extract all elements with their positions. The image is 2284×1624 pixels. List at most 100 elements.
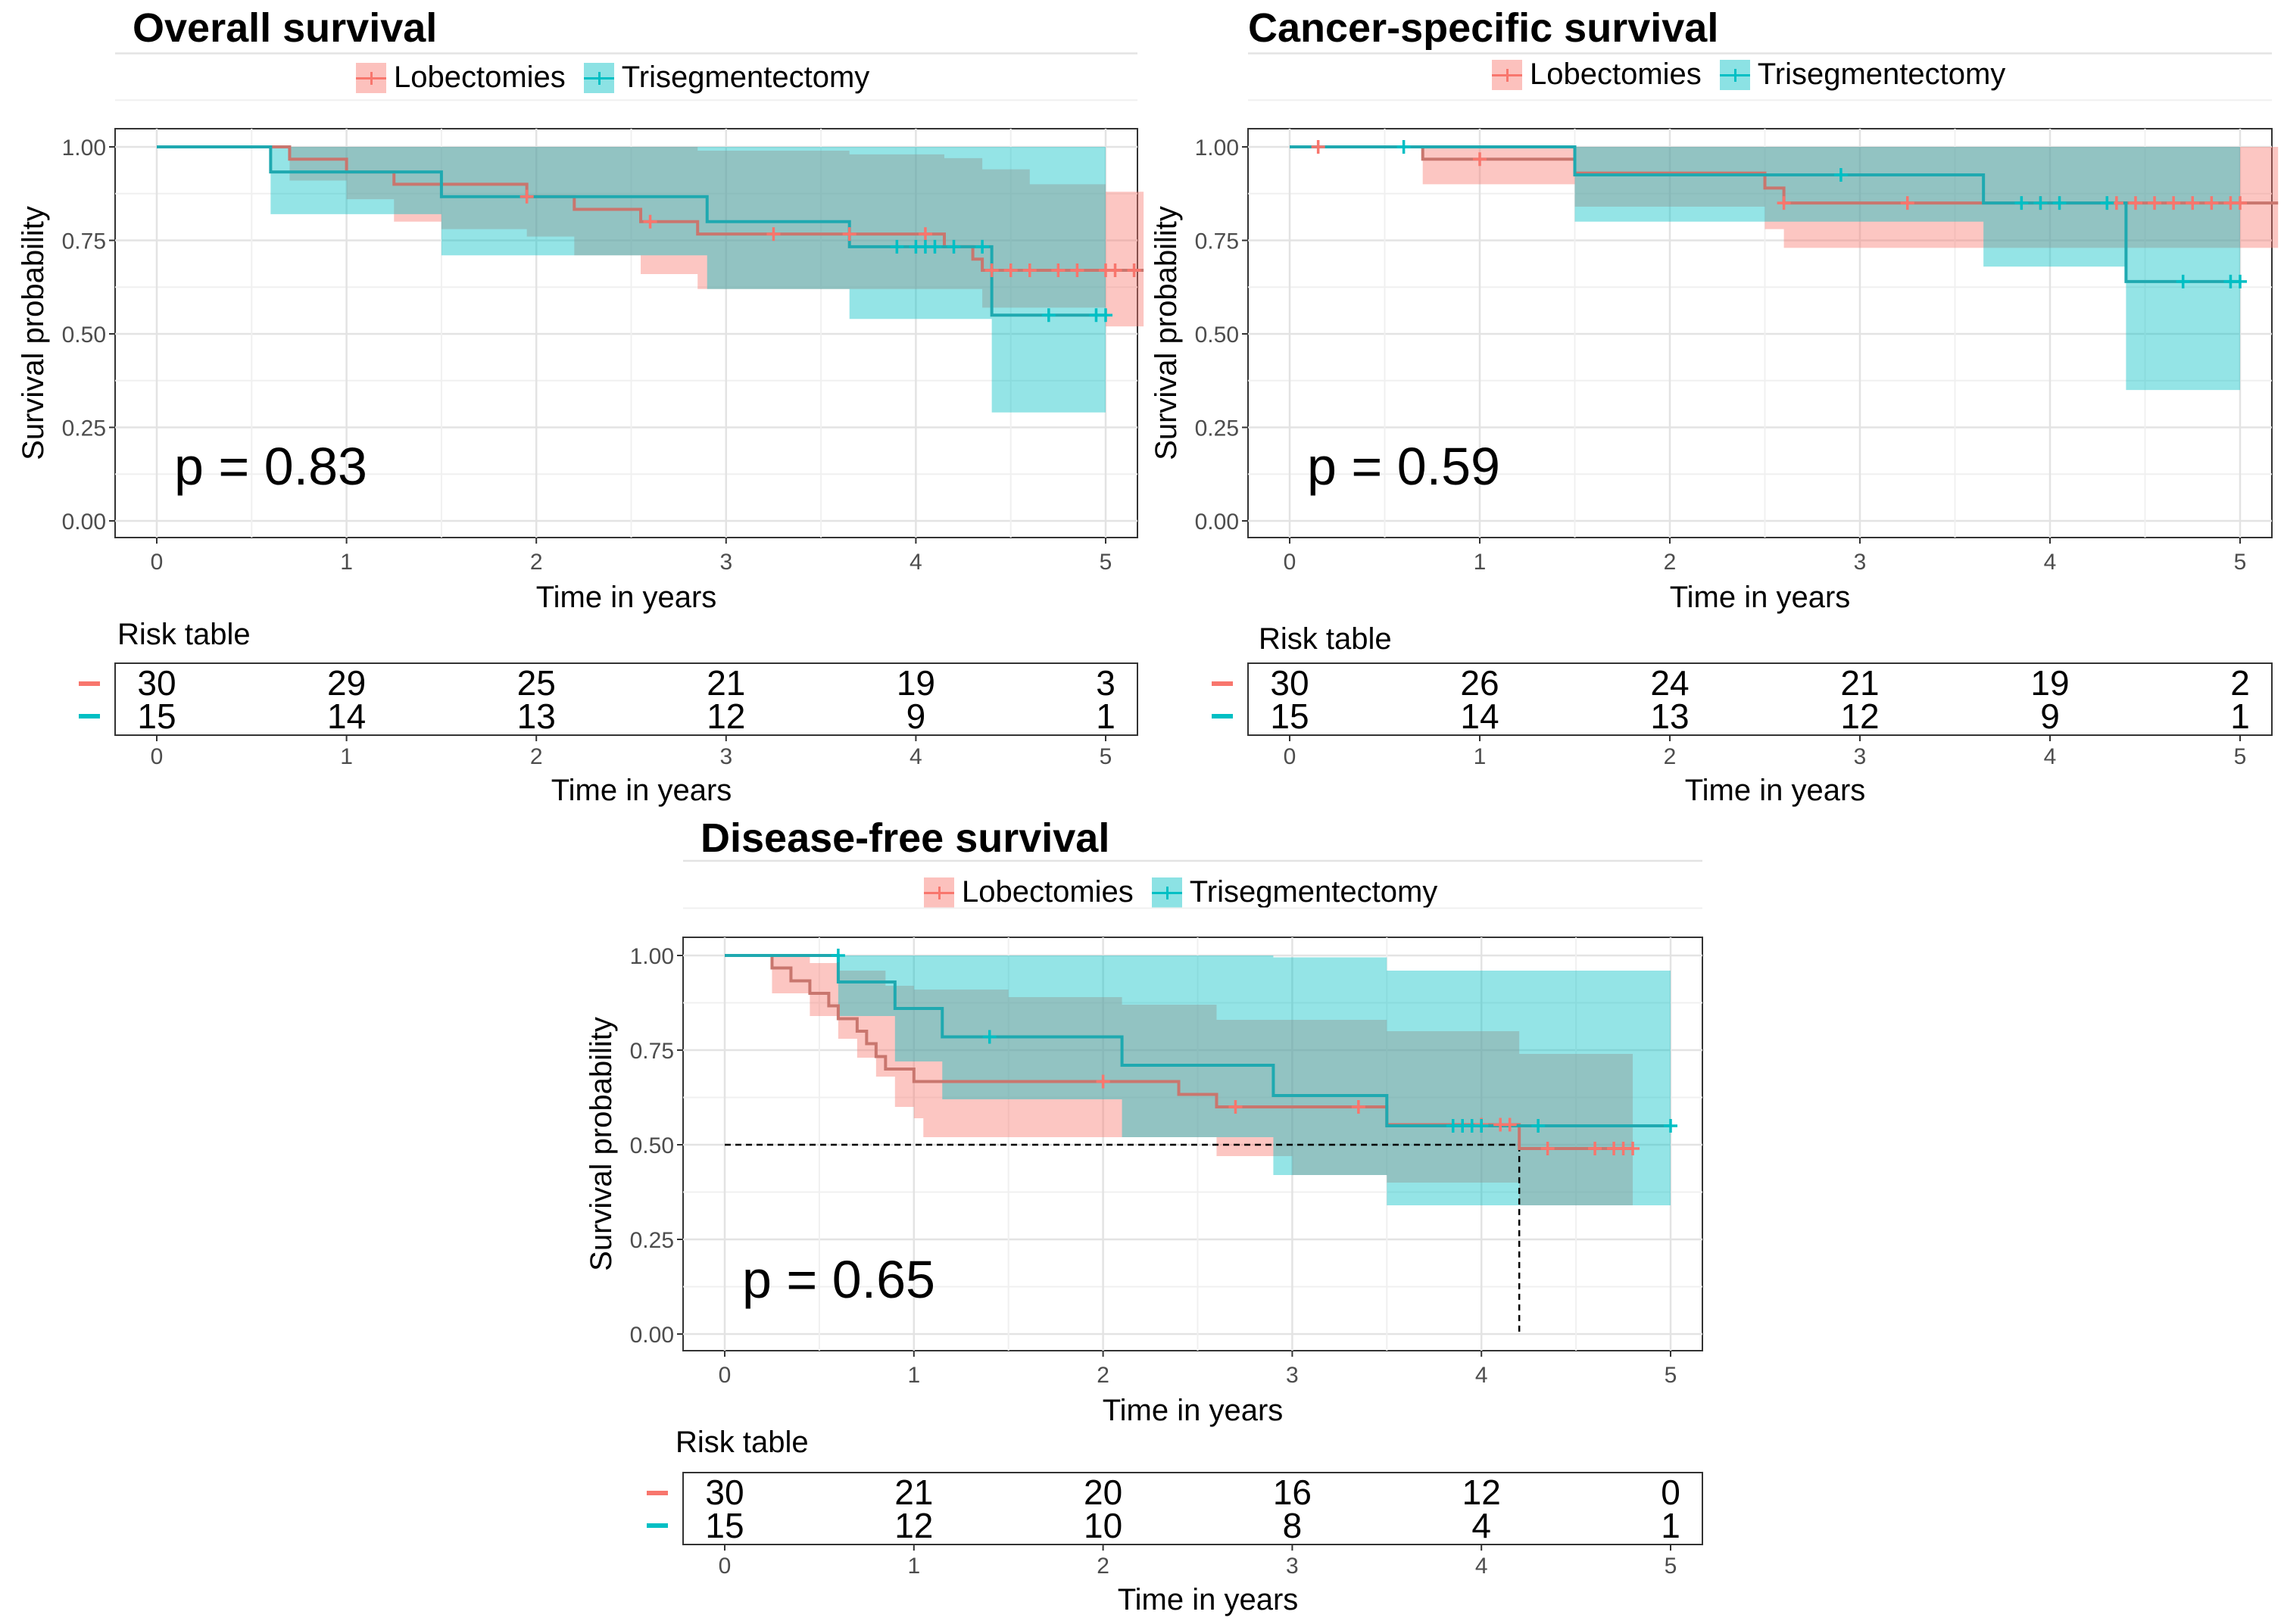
risk-table-frame	[682, 1472, 1703, 1545]
x-tick-label: 3	[1286, 1363, 1299, 1388]
risk-x-tick-label: 2	[1097, 1554, 1109, 1579]
cancer-specific-survival-panel: Cancer-specific survival Lobectomies Tri…	[1136, 0, 2279, 810]
risk-count-trisegmentectomy: 8	[1283, 1506, 1303, 1545]
risk-count-lobectomies: 21	[707, 663, 745, 703]
y-tick-label: 1.00	[62, 136, 106, 161]
risk-count-lobectomies: 0	[1661, 1473, 1680, 1512]
y-tick-label: 0.75	[1195, 229, 1239, 254]
x-tick-label: 5	[2234, 550, 2247, 575]
confidence-band-trisegmentectomy	[1290, 147, 2240, 391]
legend-label-trisegmentectomy: Trisegmentectomy	[621, 61, 870, 94]
risk-count-lobectomies: 25	[517, 663, 556, 703]
risk-count-trisegmentectomy: 12	[1840, 697, 1879, 736]
risk-count-trisegmentectomy: 13	[517, 697, 556, 736]
risk-x-axis-label: Time in years	[1685, 774, 1866, 807]
risk-x-tick-label: 4	[2044, 744, 2057, 769]
risk-count-lobectomies: 12	[1462, 1473, 1501, 1512]
censor-mark	[1502, 1117, 1517, 1132]
risk-table-title: Risk table	[676, 1426, 809, 1459]
censor-mark	[2014, 196, 2029, 210]
p-value: p = 0.65	[742, 1250, 935, 1309]
censor-mark	[1626, 1142, 1640, 1155]
censor-mark	[928, 239, 942, 254]
risk-x-tick-label: 1	[907, 1554, 920, 1579]
legend-item-trisegmentectomy: Trisegmentectomy	[583, 61, 870, 95]
risk-x-tick-label: 0	[719, 1554, 732, 1579]
risk-x-tick-label: 2	[530, 744, 543, 769]
risk-x-tick-label: 3	[1286, 1554, 1299, 1579]
legend-label-trisegmentectomy: Trisegmentectomy	[1189, 875, 1438, 909]
censor-mark	[1473, 152, 1487, 167]
risk-x-tick-label: 2	[1664, 744, 1677, 769]
censor-mark	[831, 949, 845, 962]
censor-mark	[1540, 1142, 1555, 1155]
risk-count-trisegmentectomy: 1	[2230, 697, 2250, 736]
risk-count-lobectomies: 26	[1460, 663, 1499, 703]
x-tick-label: 4	[2044, 550, 2057, 575]
x-tick-label: 2	[1097, 1363, 1109, 1388]
risk-x-tick-label: 4	[910, 744, 922, 769]
censor-mark	[1833, 168, 1848, 182]
risk-row-key-lobectomies	[79, 681, 100, 686]
legend-item-lobectomies: Lobectomies	[924, 875, 1134, 909]
y-tick-label: 0.50	[62, 323, 106, 348]
risk-count-trisegmentectomy: 9	[906, 697, 926, 736]
censor-mark	[2233, 196, 2247, 210]
censor-mark	[1474, 1119, 1489, 1133]
x-tick-label: 5	[1100, 550, 1112, 575]
risk-row-key-lobectomies	[1212, 681, 1233, 686]
y-axis-label: Survival probability	[1150, 206, 1183, 460]
risk-count-lobectomies: 3	[1096, 663, 1115, 703]
x-tick-label: 4	[910, 550, 922, 575]
risk-count-lobectomies: 21	[1840, 663, 1879, 703]
risk-row-key-lobectomies	[647, 1491, 668, 1495]
censor-mark	[1588, 1142, 1602, 1155]
risk-table-frame	[1247, 662, 2273, 736]
x-tick-label: 1	[907, 1363, 920, 1388]
x-tick-label: 1	[1474, 550, 1487, 575]
confidence-band-trisegmentectomy	[157, 147, 1106, 413]
y-tick-label: 0.75	[62, 229, 106, 254]
confidence-band-lobectomies	[157, 147, 1144, 327]
risk-x-axis-label: Time in years	[551, 774, 732, 807]
risk-table-title: Risk table	[1259, 622, 1392, 656]
censor-mark	[1127, 263, 1141, 278]
chart-title: Cancer-specific survival	[1248, 5, 1719, 51]
risk-x-tick-label: 0	[151, 744, 164, 769]
censor-mark	[1003, 263, 1018, 278]
y-tick-label: 0.25	[630, 1228, 674, 1253]
legend-label-trisegmentectomy: Trisegmentectomy	[1757, 58, 2006, 91]
risk-row-key-trisegmentectomy	[1212, 714, 1233, 718]
y-tick-label: 0.25	[62, 416, 106, 441]
risk-count-lobectomies: 21	[894, 1473, 933, 1512]
risk-x-tick-label: 3	[719, 744, 732, 769]
x-axis-label: Time in years	[1103, 1394, 1284, 1427]
y-tick-label: 0.25	[1195, 416, 1239, 441]
legend-item-lobectomies: Lobectomies	[356, 61, 566, 95]
p-value: p = 0.83	[174, 437, 367, 496]
risk-count-trisegmentectomy: 15	[705, 1506, 744, 1545]
risk-x-tick-label: 1	[1474, 744, 1487, 769]
risk-count-lobectomies: 19	[2030, 663, 2069, 703]
censor-mark	[1041, 308, 1056, 323]
censor-mark	[1531, 1119, 1546, 1133]
risk-x-axis-label: Time in years	[1118, 1583, 1299, 1616]
censor-mark	[1900, 196, 1914, 210]
x-tick-label: 0	[1284, 550, 1296, 575]
risk-count-trisegmentectomy: 12	[707, 697, 745, 736]
risk-count-lobectomies: 19	[897, 663, 935, 703]
censor-mark	[2167, 196, 2181, 210]
risk-x-tick-label: 4	[1475, 1554, 1488, 1579]
censor-mark	[918, 227, 932, 242]
legend-key-trisegmentectomy	[1151, 877, 1182, 908]
risk-count-trisegmentectomy: 14	[1460, 697, 1499, 736]
risk-table-title: Risk table	[117, 618, 251, 651]
x-tick-label: 2	[530, 550, 543, 575]
risk-count-lobectomies: 2	[2230, 663, 2250, 703]
p-value: p = 0.59	[1307, 437, 1500, 496]
legend-key-trisegmentectomy	[1719, 59, 1750, 90]
survival-curve-lobectomies	[1290, 145, 2279, 205]
y-tick-label: 0.00	[62, 510, 106, 535]
risk-x-tick-label: 5	[1100, 744, 1112, 769]
censor-mark	[2100, 196, 2114, 210]
